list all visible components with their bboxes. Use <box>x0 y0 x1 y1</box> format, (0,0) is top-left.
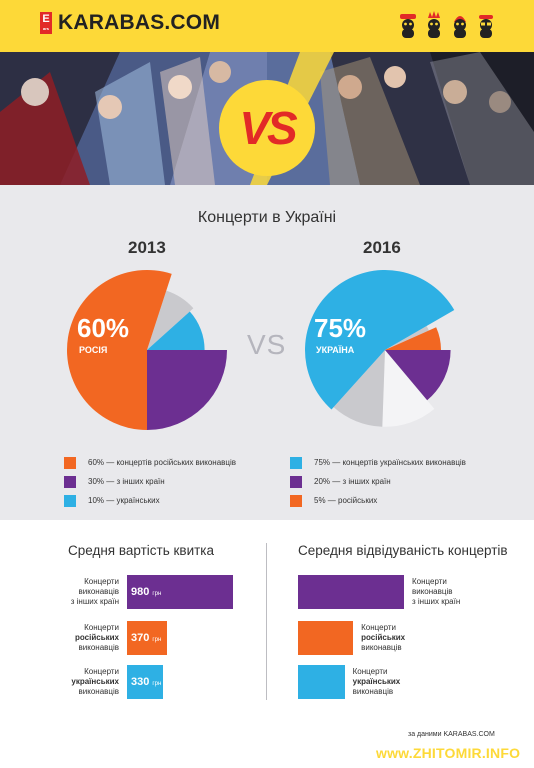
section-divider <box>266 543 267 700</box>
pie-charts-section: Концерти в Україні 2013 2016 60% РОСІЯ 7… <box>0 185 534 520</box>
ticket-bar-row-0: Концерти виконавців з інших країн 980 грн <box>0 575 266 609</box>
legend-item-2013-1: 30% — з інших країн <box>64 472 304 491</box>
legend-label: 20% — з інших країн <box>314 477 391 486</box>
ticket-bar-value: 980 грн <box>131 586 162 598</box>
legend-label: 5% — російських <box>314 496 378 505</box>
attendance-bar-row-1: Концерти російських виконавців <box>298 621 534 655</box>
ticket-bar-2: 330 грн <box>127 665 163 699</box>
legend-swatch <box>290 475 302 488</box>
legend-item-2013-2: 10% — українських <box>64 491 304 510</box>
pie-chart-2016 <box>305 270 455 427</box>
attendance-title: Середня відвідуваність концертів <box>298 543 508 558</box>
pie-2016-slice-0 <box>305 270 455 410</box>
pie-chart-2013 <box>66 270 227 431</box>
legend-label: 10% — українських <box>88 496 160 505</box>
legend-swatch <box>64 475 76 488</box>
ticket-bar-label: Концерти російських виконавців <box>75 623 119 652</box>
logo-text[interactable]: KARABAS.COM <box>58 11 221 34</box>
legend-swatch <box>64 456 76 469</box>
ticket-price-title: Средня вартість квитка <box>68 543 215 558</box>
pie-2013-slice-0 <box>66 270 172 431</box>
watermark[interactable]: www.ZHITOMIR.INFO <box>376 745 521 761</box>
legend-item-2016-1: 20% — з інших країн <box>290 472 530 491</box>
pie-2013-legend: 60% — концертів російських виконавців 30%… <box>64 453 304 510</box>
logo-badge-letter: E <box>42 13 50 25</box>
pie-2013-slice-1 <box>147 350 227 430</box>
attendance-bar-label: Концерти українських виконавців <box>352 667 401 696</box>
pie-2016-bg-sector-1 <box>333 350 385 427</box>
logo-badge-sub: ars <box>42 26 49 31</box>
legend-swatch <box>290 456 302 469</box>
pies-section-title: Концерти в Україні <box>197 209 337 226</box>
legend-item-2016-0: 75% — концертів українських виконавців <box>290 453 530 472</box>
face-4-icon <box>479 15 493 38</box>
attendance-bar-row-0: Концерти виконавців з інших країн <box>298 575 534 609</box>
ticket-bar-value: 370 грн <box>131 632 162 644</box>
legend-item-2016-2: 5% — російських <box>290 491 530 510</box>
attendance-bar-label: Концерти виконавців з інших країн <box>412 577 461 606</box>
legend-swatch <box>290 494 302 507</box>
pie-2013-year: 2013 <box>128 238 166 257</box>
legend-label: 75% — концертів українських виконавців <box>314 458 466 467</box>
legend-swatch <box>64 494 76 507</box>
source-note: за даними KARABAS.COM <box>408 731 495 738</box>
ticket-bar-label: Концерти українських виконавців <box>71 667 119 696</box>
pie-2013-callout-value: 60% <box>77 313 130 343</box>
ticket-bar-row-2: Концерти українських виконавців 330 грн <box>0 665 266 699</box>
pie-2016-year: 2016 <box>363 238 401 257</box>
attendance-bar-row-2: Концерти українських виконавців <box>298 665 534 699</box>
banner-vs-circle: VS <box>219 80 315 176</box>
legend-item-2013-0: 60% — концертів російських виконавців <box>64 453 304 472</box>
ticket-bar-1: 370 грн <box>127 621 168 655</box>
pie-2013-bg-sector-0 <box>147 290 194 350</box>
pie-2016-bg-sector-0 <box>382 350 435 427</box>
face-1-icon <box>400 14 416 38</box>
ticket-bar-row-1: Концерти російських виконавців 370 грн <box>0 621 266 655</box>
pie-2016-slice-2 <box>385 327 441 350</box>
legend-label: 60% — концертів російських виконавців <box>88 458 237 467</box>
pie-2016-slice-1 <box>385 350 451 401</box>
pie-2016-callout-label: УКРАЇНА <box>316 345 355 355</box>
pie-2016-callout-value: 75% <box>314 313 367 343</box>
pies-vs-label: VS <box>247 329 287 360</box>
attendance-bar-2 <box>298 665 345 699</box>
logo-badge[interactable]: E ars <box>40 12 52 34</box>
face-3-icon <box>454 16 466 38</box>
pie-2016-legend: 75% — концертів українських виконавців 20… <box>290 453 530 510</box>
pie-2013-callout-label: РОСІЯ <box>79 345 108 355</box>
attendance-bar-0 <box>298 575 404 609</box>
pie-2016-bg-sector-2 <box>385 326 429 350</box>
attendance-bar-1 <box>298 621 354 655</box>
ticket-bar-0: 980 грн <box>127 575 233 609</box>
ticket-bar-value: 330 грн <box>131 676 162 688</box>
face-2-icon <box>428 11 440 38</box>
pie-2013-slice-2 <box>147 311 205 350</box>
face-icons <box>398 10 498 40</box>
ticket-bar-label: Концерти виконавців з інших країн <box>70 577 119 606</box>
banner-vs-label: VS <box>239 102 297 154</box>
header-bar: E ars KARABAS.COM <box>0 0 534 52</box>
attendance-bar-label: Концерти російських виконавців <box>361 623 406 652</box>
legend-label: 30% — з інших країн <box>88 477 165 486</box>
